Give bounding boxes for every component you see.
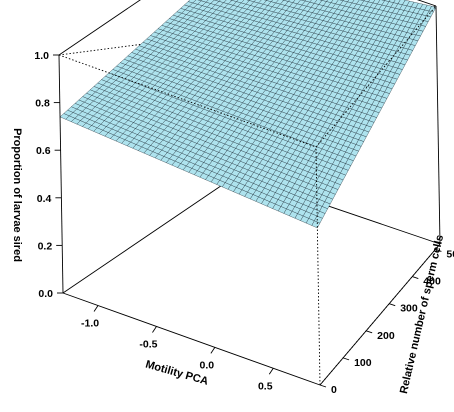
surface-facet <box>236 0 245 4</box>
surface-facet <box>231 0 239 2</box>
box-edge-right-top <box>315 5 437 148</box>
box-edge-left-top <box>58 0 141 56</box>
y-tick-mark <box>435 248 442 252</box>
surface-facet <box>363 0 370 3</box>
x-tick-mark <box>210 347 216 354</box>
y-tick-mark <box>412 276 419 279</box>
surface-facet <box>300 0 307 2</box>
y-tick-label: 400 <box>423 276 441 288</box>
z-tick-label: 0.6 <box>36 145 51 157</box>
surface-facet <box>339 0 344 1</box>
surface-facet <box>393 0 401 4</box>
surface-facet <box>283 0 290 2</box>
z-tick-label: 1.0 <box>34 50 49 62</box>
surface-facet <box>249 0 256 2</box>
surface-facet <box>304 0 312 3</box>
box-edge-front-right-vertical <box>315 146 321 386</box>
surface-facet <box>372 0 381 5</box>
y-tick-label: 0 <box>331 384 337 396</box>
y-tick-label: 500 <box>446 248 454 260</box>
y-tick-mark <box>342 357 350 361</box>
box-edge-left-bottom <box>62 174 238 294</box>
z-tick-label: 0.0 <box>38 288 53 300</box>
surface-facet <box>388 0 396 3</box>
x-tick-mark <box>152 326 157 333</box>
z-tick-label: 0.8 <box>35 98 50 110</box>
surface-facet <box>270 0 279 4</box>
z-tick-label: 0.2 <box>38 240 53 252</box>
y-tick-label: 200 <box>377 330 395 342</box>
surface-facet <box>205 0 215 4</box>
x-tick-mark <box>93 305 99 312</box>
surface-facet <box>381 0 386 1</box>
surface-facet <box>321 0 328 2</box>
surface-facet <box>214 0 221 2</box>
surface-facet <box>330 0 339 4</box>
response-surface <box>59 0 437 229</box>
x-tick-label: 0.0 <box>200 359 215 371</box>
y-tick-mark <box>389 303 396 307</box>
x-tick-mark <box>268 368 274 375</box>
surface-facet <box>309 0 318 4</box>
y-tick-label: 300 <box>400 303 418 315</box>
y-tick-mark <box>366 330 373 334</box>
surface-facet <box>360 0 365 1</box>
x-tick-label: -1.0 <box>81 318 99 330</box>
surface-facet <box>342 0 350 2</box>
box-edge-front-bottom <box>62 292 321 386</box>
y-tick-label: 100 <box>354 357 372 369</box>
box-edge-front-left-vertical <box>58 54 64 294</box>
surface-facet <box>253 0 262 4</box>
z-axis-title: Proportion of larvae sired <box>11 128 23 262</box>
surface-facet <box>351 0 360 5</box>
surface-facet <box>197 0 203 2</box>
box-edge-back-right-vertical <box>435 5 441 245</box>
x-tick-label: -0.5 <box>139 338 157 350</box>
x-tick-label: 0.5 <box>258 380 273 392</box>
axis-ticks: 0.0 0.2 0.4 0.6 0.8 1.0 -1.0 -0.5 0.0 0.5 0 100 200 3… <box>34 50 454 396</box>
plot-box-front <box>58 5 441 386</box>
z-tick-label: 0.4 <box>37 193 52 205</box>
box-edge-right-bottom <box>319 243 441 386</box>
surface-facet <box>218 0 227 3</box>
surface-facet <box>292 0 301 4</box>
surface-facet <box>187 0 197 4</box>
surface-facet <box>266 0 273 2</box>
y-tick-mark <box>319 384 327 388</box>
surface-facet <box>384 0 391 2</box>
